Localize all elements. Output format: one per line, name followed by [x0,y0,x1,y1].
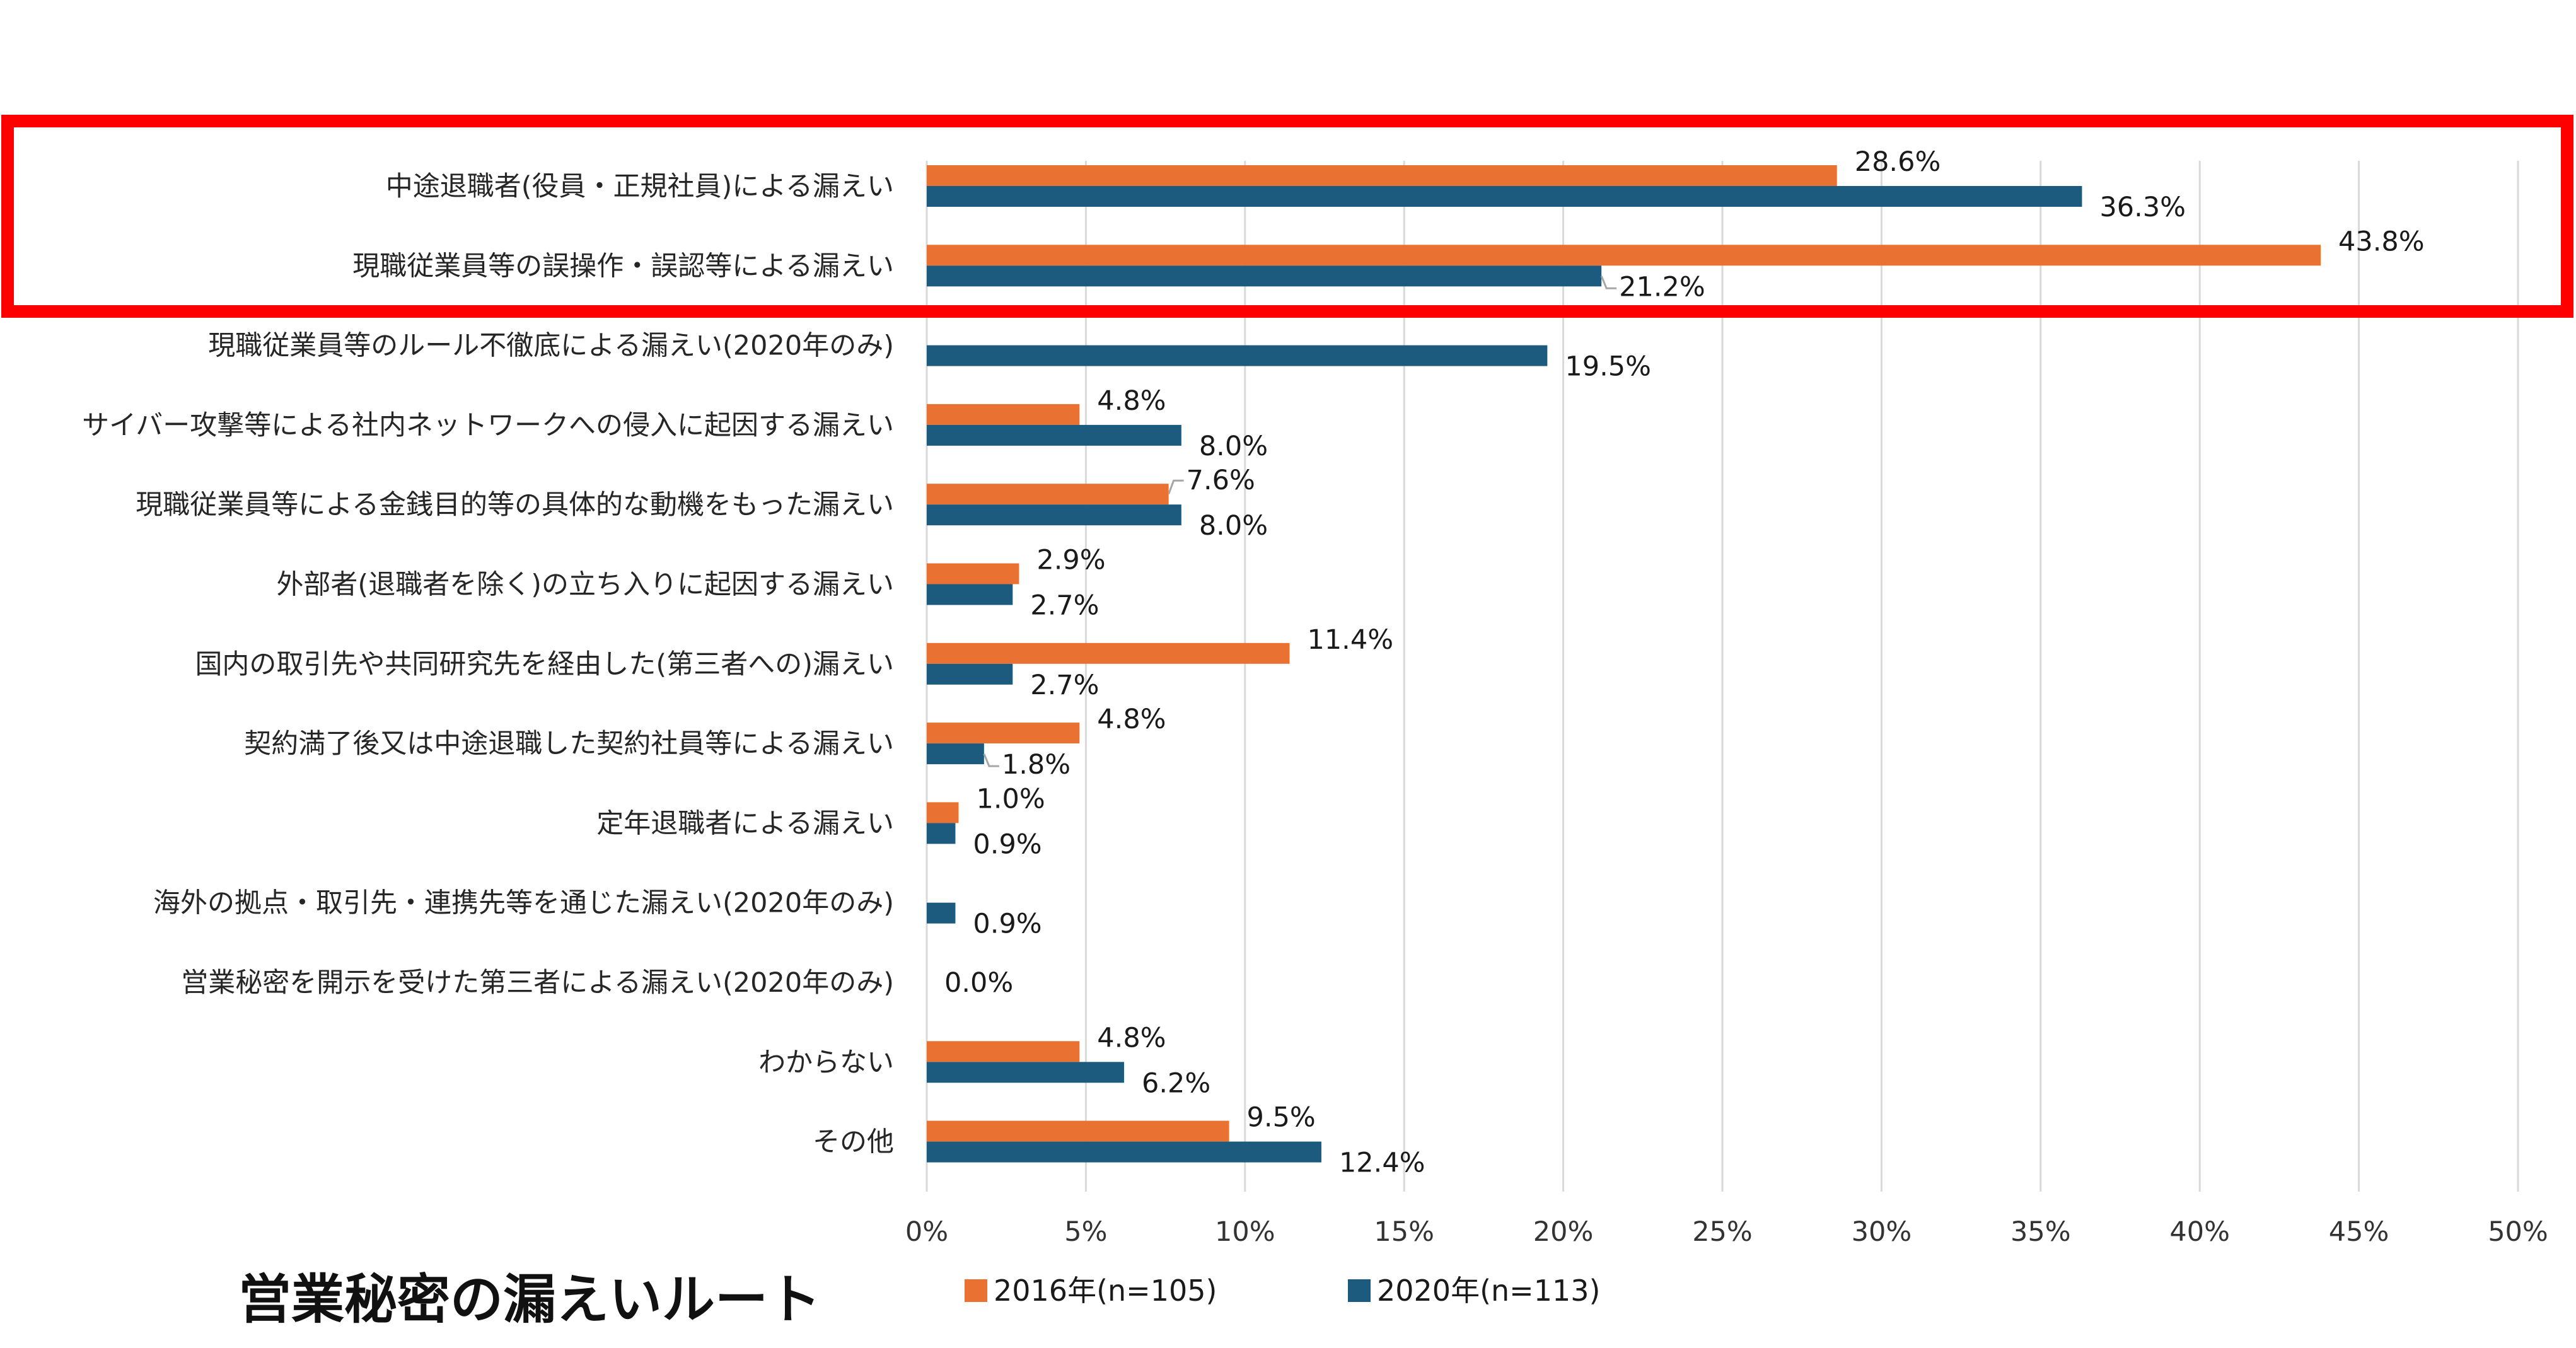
legend-swatch-2016 [965,1279,987,1302]
gridlines [925,161,2519,1192]
bar-2016 [927,1041,1080,1062]
data-label-2016: 1.0% [976,783,1045,815]
bar-2020 [927,823,956,844]
x-tick-label: 15% [1374,1216,1434,1248]
leader-line [1600,276,1617,289]
x-tick-label: 25% [1692,1216,1753,1248]
legend-swatch-2020 [1348,1279,1371,1302]
data-label-2020: 2.7% [1030,590,1099,622]
data-label-2020: 2.7% [1030,670,1099,701]
x-tick-label: 45% [2329,1216,2389,1248]
data-label-2020: 12.4% [1339,1148,1425,1179]
category-label: 現職従業員等による金銭目的等の具体的な動機をもった漏えい [136,489,894,521]
category-labels: 中途退職者(役員・正規社員)による漏えい現職従業員等の誤操作・誤認等による漏えい… [82,171,894,1158]
data-label-2020: 0.0% [944,967,1013,999]
category-label: 国内の取引先や共同研究先を経由した(第三者への)漏えい [195,649,894,680]
bar-2016 [927,563,1019,584]
x-tick-label: 10% [1215,1216,1275,1248]
bar-2020 [927,902,956,924]
category-label: 契約満了後又は中途退職した契約社員等による漏えい [244,728,894,760]
data-label-2020: 8.0% [1199,431,1268,462]
data-label-2020: 19.5% [1565,351,1651,383]
data-label-2020: 6.2% [1142,1067,1210,1099]
x-tick-label: 40% [2169,1216,2230,1248]
data-label-2016: 43.8% [2338,226,2425,257]
data-label-2016: 9.5% [1247,1102,1316,1134]
bar-2020 [927,743,984,765]
category-label: わからない [758,1047,894,1078]
x-tick-label: 20% [1533,1216,1594,1248]
bar-2020 [927,265,1602,287]
leader-lines [983,276,1617,767]
bars [927,165,2321,1163]
category-label: 営業秘密を開示を受けた第三者による漏えい(2020年のみ) [181,967,894,999]
bar-2016 [927,165,1837,186]
leader-line [983,753,999,767]
legend: 2016年(n=105) 2020年(n=113) [965,1274,1600,1308]
data-label-2020: 21.2% [1619,271,1705,303]
bar-2020 [927,186,2082,207]
bar-2016 [927,245,2321,266]
bar-2016 [927,642,1290,664]
bar-2020 [927,1141,1321,1163]
legend-label-2016: 2016年(n=105) [994,1274,1217,1308]
legend-label-2020: 2020年(n=113) [1377,1274,1600,1308]
data-labels: 28.6%36.3%43.8%21.2%19.5%4.8%8.0%7.6%8.0… [944,146,2425,1179]
leader-line [1168,479,1184,495]
x-tick-label: 0% [905,1216,948,1248]
category-label: 海外の拠点・取引先・連携先等を通じた漏えい(2020年のみ) [153,888,894,919]
bar-2020 [927,424,1181,446]
data-label-2016: 7.6% [1186,465,1255,496]
category-label: サイバー攻撃等による社内ネットワークへの侵入に起因する漏えい [82,410,894,441]
data-label-2016: 2.9% [1036,545,1105,576]
chart-title: 営業秘密の漏えいルート [238,1269,821,1330]
bar-2020 [927,1062,1124,1083]
category-label: 定年退職者による漏えい [596,808,894,839]
data-label-2020: 0.9% [973,909,1041,940]
data-label-2016: 11.4% [1307,624,1393,656]
data-label-2016: 28.6% [1855,146,1941,178]
bar-2020 [927,663,1013,685]
data-label-2020: 8.0% [1199,510,1268,542]
highlight-box [1,115,2573,318]
data-label-2020: 1.8% [1002,749,1070,781]
x-tick-label: 35% [2010,1216,2071,1248]
x-tick-label: 50% [2488,1216,2548,1248]
data-label-2016: 4.8% [1097,704,1166,735]
data-label-2016: 4.8% [1097,1022,1166,1054]
bar-2016 [927,723,1080,744]
x-axis-tick-labels: 0% 5% 10% 15% 20% 25% 30% 35% 40% 45% 50% [905,1216,2548,1248]
category-label: 現職従業員等のルール不徹底による漏えい(2020年のみ) [208,330,894,362]
data-label-2016: 4.8% [1097,385,1166,417]
bar-2020 [927,345,1548,366]
bar-2016 [927,484,1169,505]
x-tick-label: 30% [1852,1216,1912,1248]
data-label-2020: 36.3% [2099,192,2186,223]
category-label: 中途退職者(役員・正規社員)による漏えい [386,171,894,202]
category-label: その他 [813,1127,894,1158]
bar-2020 [927,504,1181,526]
bar-2020 [927,584,1013,605]
category-label: 外部者(退職者を除く)の立ち入りに起因する漏えい [276,569,894,601]
bar-2016 [927,802,959,823]
bar-2016 [927,1120,1229,1142]
data-label-2020: 0.9% [973,828,1041,860]
category-label: 現職従業員等の誤操作・誤認等による漏えい [352,250,894,282]
x-tick-label: 5% [1064,1216,1107,1248]
bar-2016 [927,404,1080,425]
